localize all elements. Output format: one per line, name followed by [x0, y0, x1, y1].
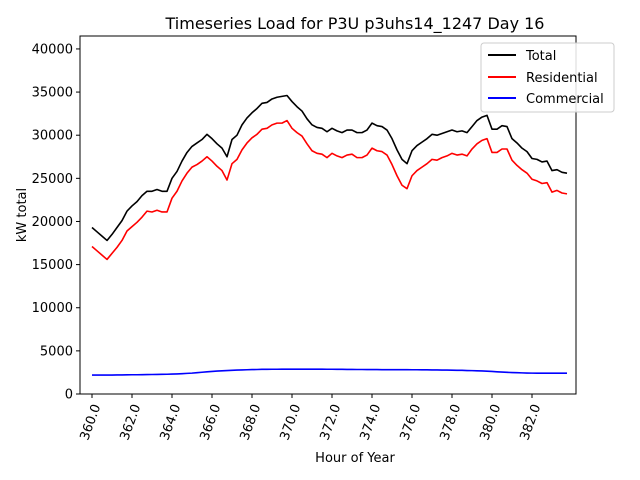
y-tick-label: 25000	[32, 172, 73, 187]
y-tick-label: 10000	[32, 301, 73, 316]
y-tick-label: 40000	[32, 42, 73, 57]
series-layer	[91, 94, 568, 376]
x-axis-label: Hour of Year	[315, 451, 395, 466]
series-line-commercial	[92, 368, 567, 376]
y-tick-label: 30000	[32, 129, 73, 144]
y-tick-label: 0	[65, 388, 73, 403]
plot-frame	[79, 35, 577, 395]
y-tick-label: 15000	[32, 258, 73, 273]
y-tick-label: 35000	[32, 86, 73, 101]
legend-label-residential: Residential	[526, 71, 598, 86]
y-axis-label: kW total	[15, 188, 30, 242]
series-line-residential	[91, 119, 568, 261]
legend: Total Residential Commercial	[480, 42, 615, 113]
legend-label-commercial: Commercial	[526, 92, 604, 107]
y-tick-label: 5000	[40, 344, 73, 359]
series-line-total	[91, 94, 568, 242]
legend-label-total: Total	[525, 49, 556, 64]
chart-title: Timeseries Load for P3U p3uhs14_1247 Day…	[165, 14, 545, 34]
y-axis: 0 5000 10000 15000 20000 25000 30000 35000 40000	[32, 42, 80, 403]
legend-frame	[480, 42, 615, 113]
y-tick-label: 20000	[32, 215, 73, 230]
